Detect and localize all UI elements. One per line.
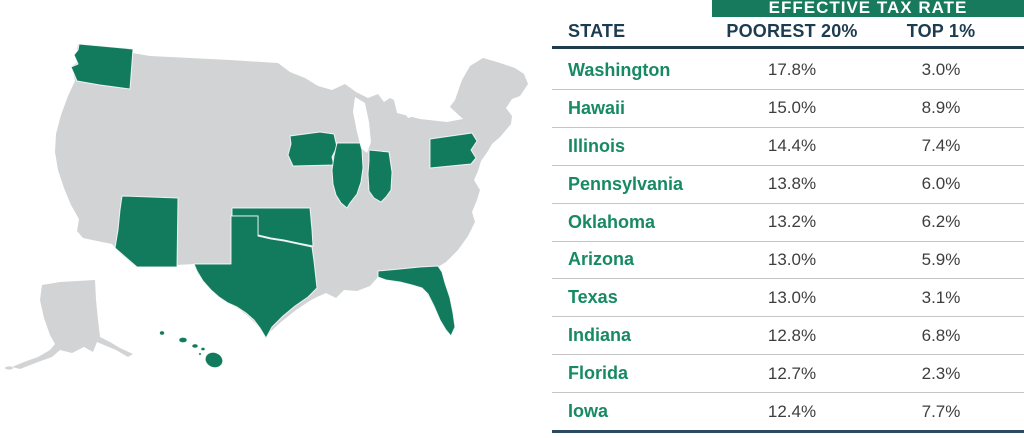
top-1-cell: 2.3%	[921, 363, 961, 383]
state-name-cell: Washington	[568, 59, 671, 80]
top-1-cell: 3.0%	[921, 60, 961, 80]
poorest-20-cell: 15.0%	[767, 98, 817, 118]
poorest-20-cell: 12.7%	[767, 363, 817, 383]
state-name-cell: Arizona	[568, 249, 635, 270]
state-hawaii	[158, 330, 224, 369]
table-row: Indiana 12.8% 6.8%	[552, 316, 1024, 354]
table-header: STATE POOREST 20% TOP 1%	[552, 17, 1024, 49]
us-map	[5, 43, 528, 370]
top-1-cell: 7.7%	[921, 401, 961, 421]
state-name-cell: Pennsylvania	[568, 173, 684, 194]
state-name-cell: Florida	[568, 363, 629, 384]
top-1-cell: 6.0%	[921, 174, 961, 194]
lakes-erie-ontario	[393, 93, 463, 122]
state-name-cell: Hawaii	[568, 97, 626, 118]
state-indiana	[367, 149, 393, 203]
poorest-20-cell: 12.8%	[767, 325, 817, 345]
state-arizona	[114, 195, 179, 268]
col-header-poorest: POOREST 20%	[726, 21, 858, 41]
state-florida	[377, 265, 456, 337]
table-row: Oklahoma 13.2% 6.2%	[552, 202, 1024, 241]
table-row: Hawaii 15.0% 8.9%	[552, 88, 1024, 127]
us-mainland	[55, 44, 528, 339]
top-1-cell: 8.9%	[921, 98, 961, 118]
top-1-cell: 7.4%	[921, 136, 961, 156]
table-row: Florida 12.7% 2.3%	[552, 354, 1024, 392]
table-row: Washington 17.8% 3.0%	[552, 52, 1024, 89]
banner-title: EFFECTIVE TAX RATE	[768, 0, 968, 17]
poorest-20-cell: 13.0%	[767, 287, 817, 307]
poorest-20-cell: 14.4%	[767, 136, 817, 156]
poorest-20-cell: 12.4%	[767, 401, 817, 421]
top-1-cell: 6.2%	[921, 212, 961, 232]
tax-table: EFFECTIVE TAX RATE STATE POOREST 20% TOP…	[552, 0, 1024, 438]
state-name-cell: Texas	[568, 287, 618, 308]
table-row: Pennsylvania 13.8% 6.0%	[552, 164, 1024, 203]
state-name-cell: Indiana	[568, 325, 632, 346]
state-name-cell: Oklahoma	[568, 211, 656, 232]
state-washington	[70, 43, 134, 90]
table-row: Arizona 13.0% 5.9%	[552, 240, 1024, 279]
banner: EFFECTIVE TAX RATE	[712, 0, 1024, 17]
state-name-cell: Iowa	[568, 401, 609, 422]
aleutian-island	[5, 366, 13, 370]
us-map-panel	[5, 43, 528, 370]
state-iowa	[287, 131, 338, 167]
top-1-cell: 5.9%	[921, 249, 961, 269]
poorest-20-cell: 13.0%	[767, 249, 817, 269]
col-header-state: STATE	[568, 21, 626, 41]
lake-michigan	[353, 97, 371, 153]
col-header-top1: TOP 1%	[906, 21, 976, 41]
top-1-cell: 6.8%	[921, 325, 961, 345]
poorest-20-cell: 13.8%	[767, 174, 817, 194]
table-row: Iowa 12.4% 7.7%	[552, 392, 1024, 430]
table-body: Washington 17.8% 3.0% Hawaii 15.0% 8.9% …	[552, 52, 1024, 433]
poorest-20-cell: 17.8%	[767, 60, 817, 80]
state-texas	[193, 215, 318, 339]
table-row: Illinois 14.4% 7.4%	[552, 126, 1024, 165]
state-alaska	[12, 280, 133, 369]
state-illinois	[331, 142, 364, 209]
poorest-20-cell: 13.2%	[767, 212, 817, 232]
top-1-cell: 3.1%	[921, 287, 961, 307]
table-row: Texas 13.0% 3.1%	[552, 278, 1024, 316]
state-pennsylvania	[429, 132, 478, 169]
state-name-cell: Illinois	[568, 135, 626, 156]
